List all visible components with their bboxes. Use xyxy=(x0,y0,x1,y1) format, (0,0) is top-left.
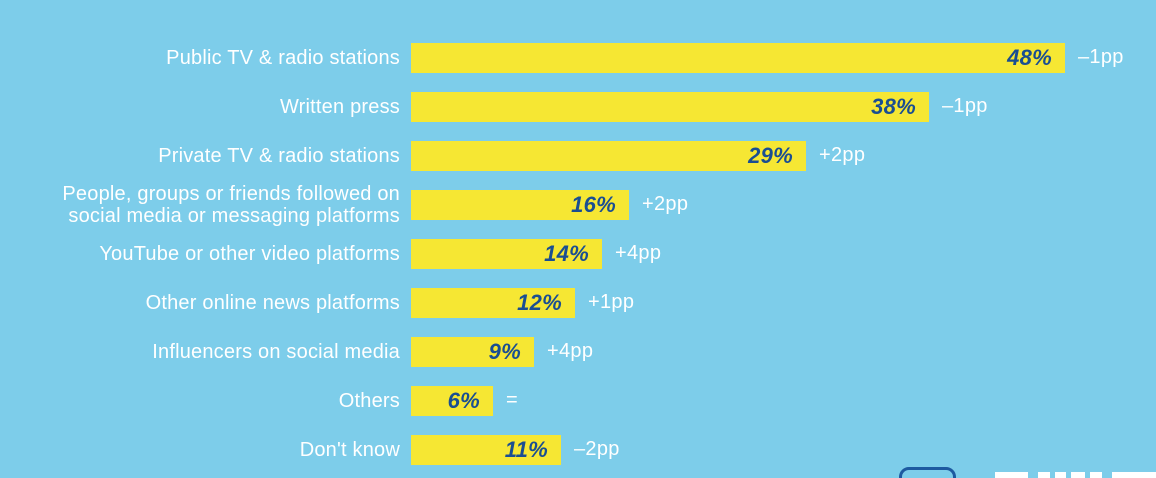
chart-row: Other online news platforms 12% +1pp xyxy=(0,278,1156,327)
bar: 38% xyxy=(411,91,929,122)
category-label: People, groups or friends followed on so… xyxy=(62,182,400,227)
logo-block xyxy=(1055,472,1066,478)
category-label: Public TV & radio stations xyxy=(166,46,400,69)
change-label: +2pp xyxy=(819,144,866,166)
category-label: Private TV & radio stations xyxy=(158,144,400,167)
bar-area: 12% +1pp xyxy=(411,287,635,318)
category-label: Influencers on social media xyxy=(152,340,400,363)
bar: 48% xyxy=(411,42,1065,73)
logo-block xyxy=(995,472,1028,478)
category-label: YouTube or other video platforms xyxy=(99,242,400,265)
change-label: +1pp xyxy=(588,291,635,313)
change-label: –1pp xyxy=(1078,46,1124,68)
category-label: Written press xyxy=(279,95,400,118)
chart-row: Others 6% = xyxy=(0,376,1156,425)
chart-row: Don't know 11% –2pp xyxy=(0,425,1156,474)
logo-block xyxy=(1090,472,1102,478)
bar: 9% xyxy=(411,336,534,367)
bar-area: 6% = xyxy=(411,385,518,416)
logo-block xyxy=(1038,472,1050,478)
chart-row: Influencers on social media 9% +4pp xyxy=(0,327,1156,376)
value-label: 12% xyxy=(517,289,562,315)
change-label: = xyxy=(506,389,518,411)
bar-area: 48% –1pp xyxy=(411,42,1124,73)
chart-row: People, groups or friends followed on so… xyxy=(0,180,1156,229)
value-label: 14% xyxy=(544,240,589,266)
value-label: 11% xyxy=(504,436,548,462)
bar-area: 16% +2pp xyxy=(411,189,689,220)
chart-row: Public TV & radio stations 48% –1pp xyxy=(0,33,1156,82)
chart-row: YouTube or other video platforms 14% +4p… xyxy=(0,229,1156,278)
bar: 14% xyxy=(411,238,602,269)
change-label: +2pp xyxy=(642,193,689,215)
logo-block xyxy=(1071,472,1085,478)
bar-area: 29% +2pp xyxy=(411,140,866,171)
bar: 12% xyxy=(411,287,575,318)
bar-area: 9% +4pp xyxy=(411,336,594,367)
bar-area: 38% –1pp xyxy=(411,91,988,122)
value-label: 6% xyxy=(447,387,480,413)
chart-rows: Public TV & radio stations 48% –1pp Writ… xyxy=(0,33,1156,474)
chart-row: Private TV & radio stations 29% +2pp xyxy=(0,131,1156,180)
bar: 11% xyxy=(411,434,561,465)
change-label: –1pp xyxy=(942,95,988,117)
bar: 16% xyxy=(411,189,629,220)
category-label: Don't know xyxy=(299,438,400,461)
bar-area: 11% –2pp xyxy=(411,434,620,465)
value-label: 38% xyxy=(871,93,916,119)
value-label: 9% xyxy=(488,338,521,364)
change-label: +4pp xyxy=(547,340,594,362)
change-label: +4pp xyxy=(615,242,662,264)
logo-fragment-outline-icon xyxy=(899,467,956,478)
logo-fragment-letters-icon xyxy=(0,472,1156,478)
bar-area: 14% +4pp xyxy=(411,238,662,269)
chart-row: Written press 38% –1pp xyxy=(0,82,1156,131)
bar: 29% xyxy=(411,140,806,171)
bar: 6% xyxy=(411,385,493,416)
logo-block xyxy=(1112,472,1156,478)
change-label: –2pp xyxy=(574,438,620,460)
category-label: Others xyxy=(338,389,400,412)
value-label: 29% xyxy=(748,142,793,168)
value-label: 48% xyxy=(1007,44,1052,70)
value-label: 16% xyxy=(571,191,616,217)
category-label: Other online news platforms xyxy=(145,291,400,314)
